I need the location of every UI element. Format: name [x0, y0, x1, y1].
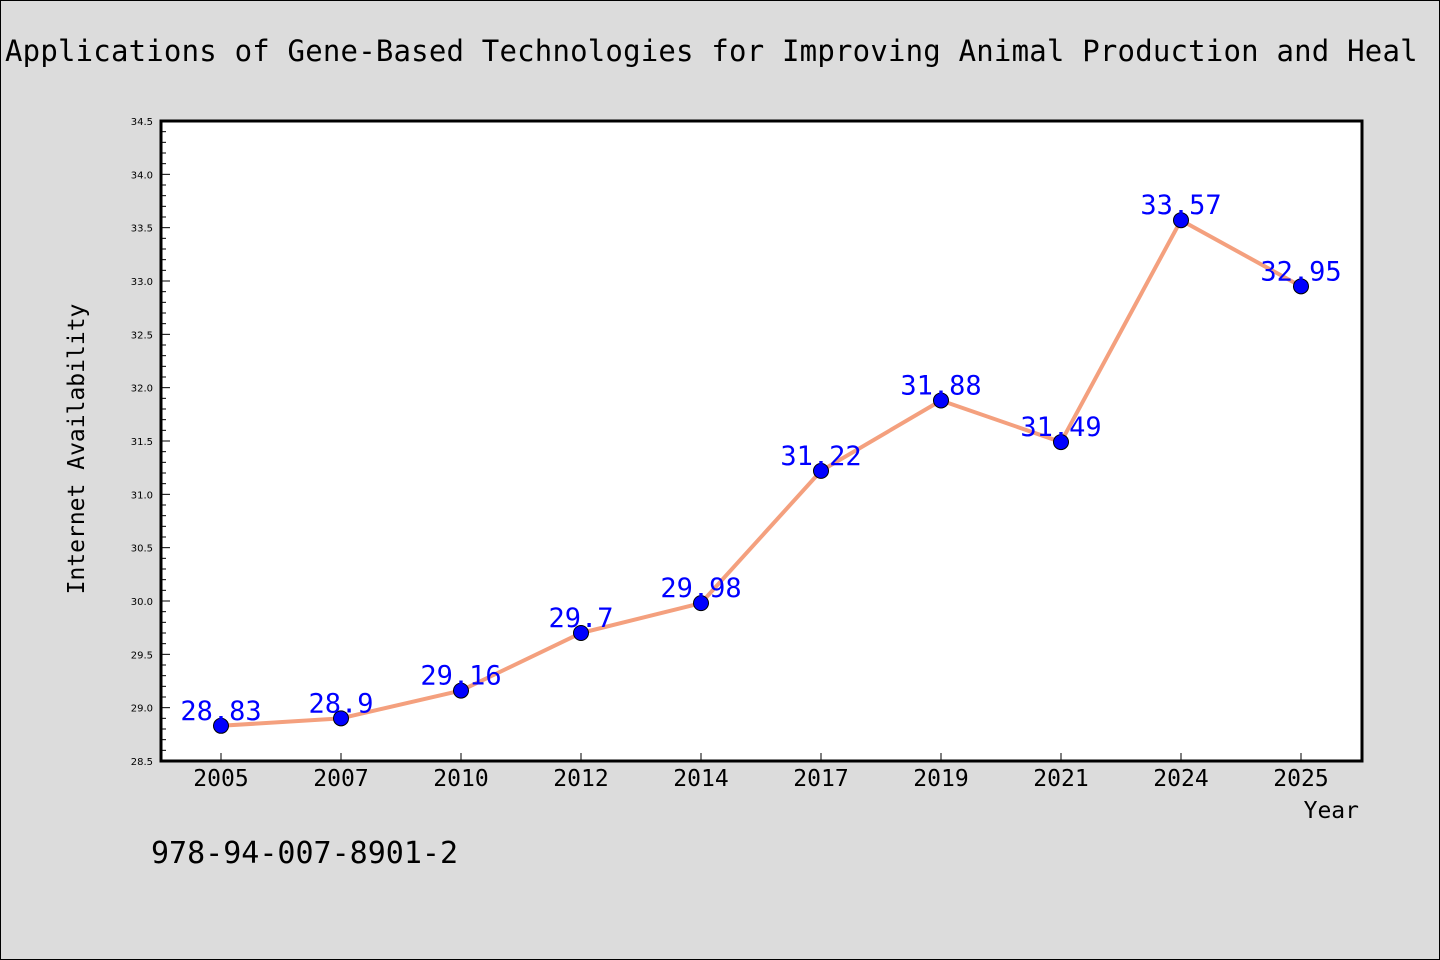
y-tick-label: 33.0 [131, 277, 153, 288]
x-tick-label: 2021 [1033, 766, 1088, 792]
data-label: 28.83 [180, 696, 261, 727]
data-label: 29.16 [420, 661, 501, 692]
data-point [333, 710, 349, 727]
y-tick-label: 31.0 [131, 490, 153, 501]
data-point [453, 682, 469, 699]
x-tick-label: 2010 [433, 766, 488, 792]
y-tick-label: 30.0 [131, 597, 153, 608]
plot-frame [159, 119, 1364, 763]
y-tick-label: 32.5 [131, 330, 153, 341]
x-tick-label: 2007 [313, 766, 368, 792]
data-point [1293, 278, 1309, 295]
x-tick-label: 2025 [1273, 766, 1328, 792]
plot-background [161, 121, 1362, 761]
x-tick-label: 2005 [193, 766, 248, 792]
data-point [573, 625, 589, 641]
x-axis-label: Year [1303, 798, 1359, 824]
series-line [219, 218, 1303, 728]
data-label: 33.57 [1140, 190, 1221, 221]
data-label: 32.95 [1260, 256, 1341, 287]
x-tick-label: 2014 [673, 766, 728, 792]
y-tick-label: 31.5 [131, 437, 153, 448]
data-label: 29.7 [548, 603, 613, 634]
y-tick-label: 34.0 [131, 170, 153, 181]
data-point [213, 717, 229, 734]
y-tick-label: 32.0 [131, 384, 153, 395]
isbn-annotation: 978-94-007-8901-2 [151, 836, 459, 871]
data-label: 31.49 [1020, 412, 1101, 443]
y-tick-label: 33.5 [131, 224, 153, 235]
data-label: 31.88 [900, 370, 981, 401]
x-tick-label: 2012 [553, 766, 608, 792]
data-point [813, 462, 829, 479]
x-tick-label: 2019 [913, 766, 968, 792]
chart-title: Applications of Gene-Based Technologies … [5, 34, 1418, 68]
data-point [693, 595, 709, 612]
y-tick-label: 30.5 [131, 544, 153, 555]
x-tick-label: 2017 [793, 766, 848, 792]
y-tick-label: 28.5 [131, 757, 153, 768]
y-tick-label: 34.5 [131, 117, 153, 128]
data-label: 31.22 [780, 441, 861, 472]
data-label: 28.9 [308, 688, 373, 719]
data-point [1173, 212, 1189, 229]
data-point [1053, 434, 1069, 451]
y-tick-label: 29.5 [131, 650, 153, 661]
x-tick-label: 2024 [1153, 766, 1208, 792]
data-point [933, 392, 949, 409]
y-tick-label: 29.0 [131, 704, 153, 715]
data-label: 29.98 [660, 573, 741, 604]
